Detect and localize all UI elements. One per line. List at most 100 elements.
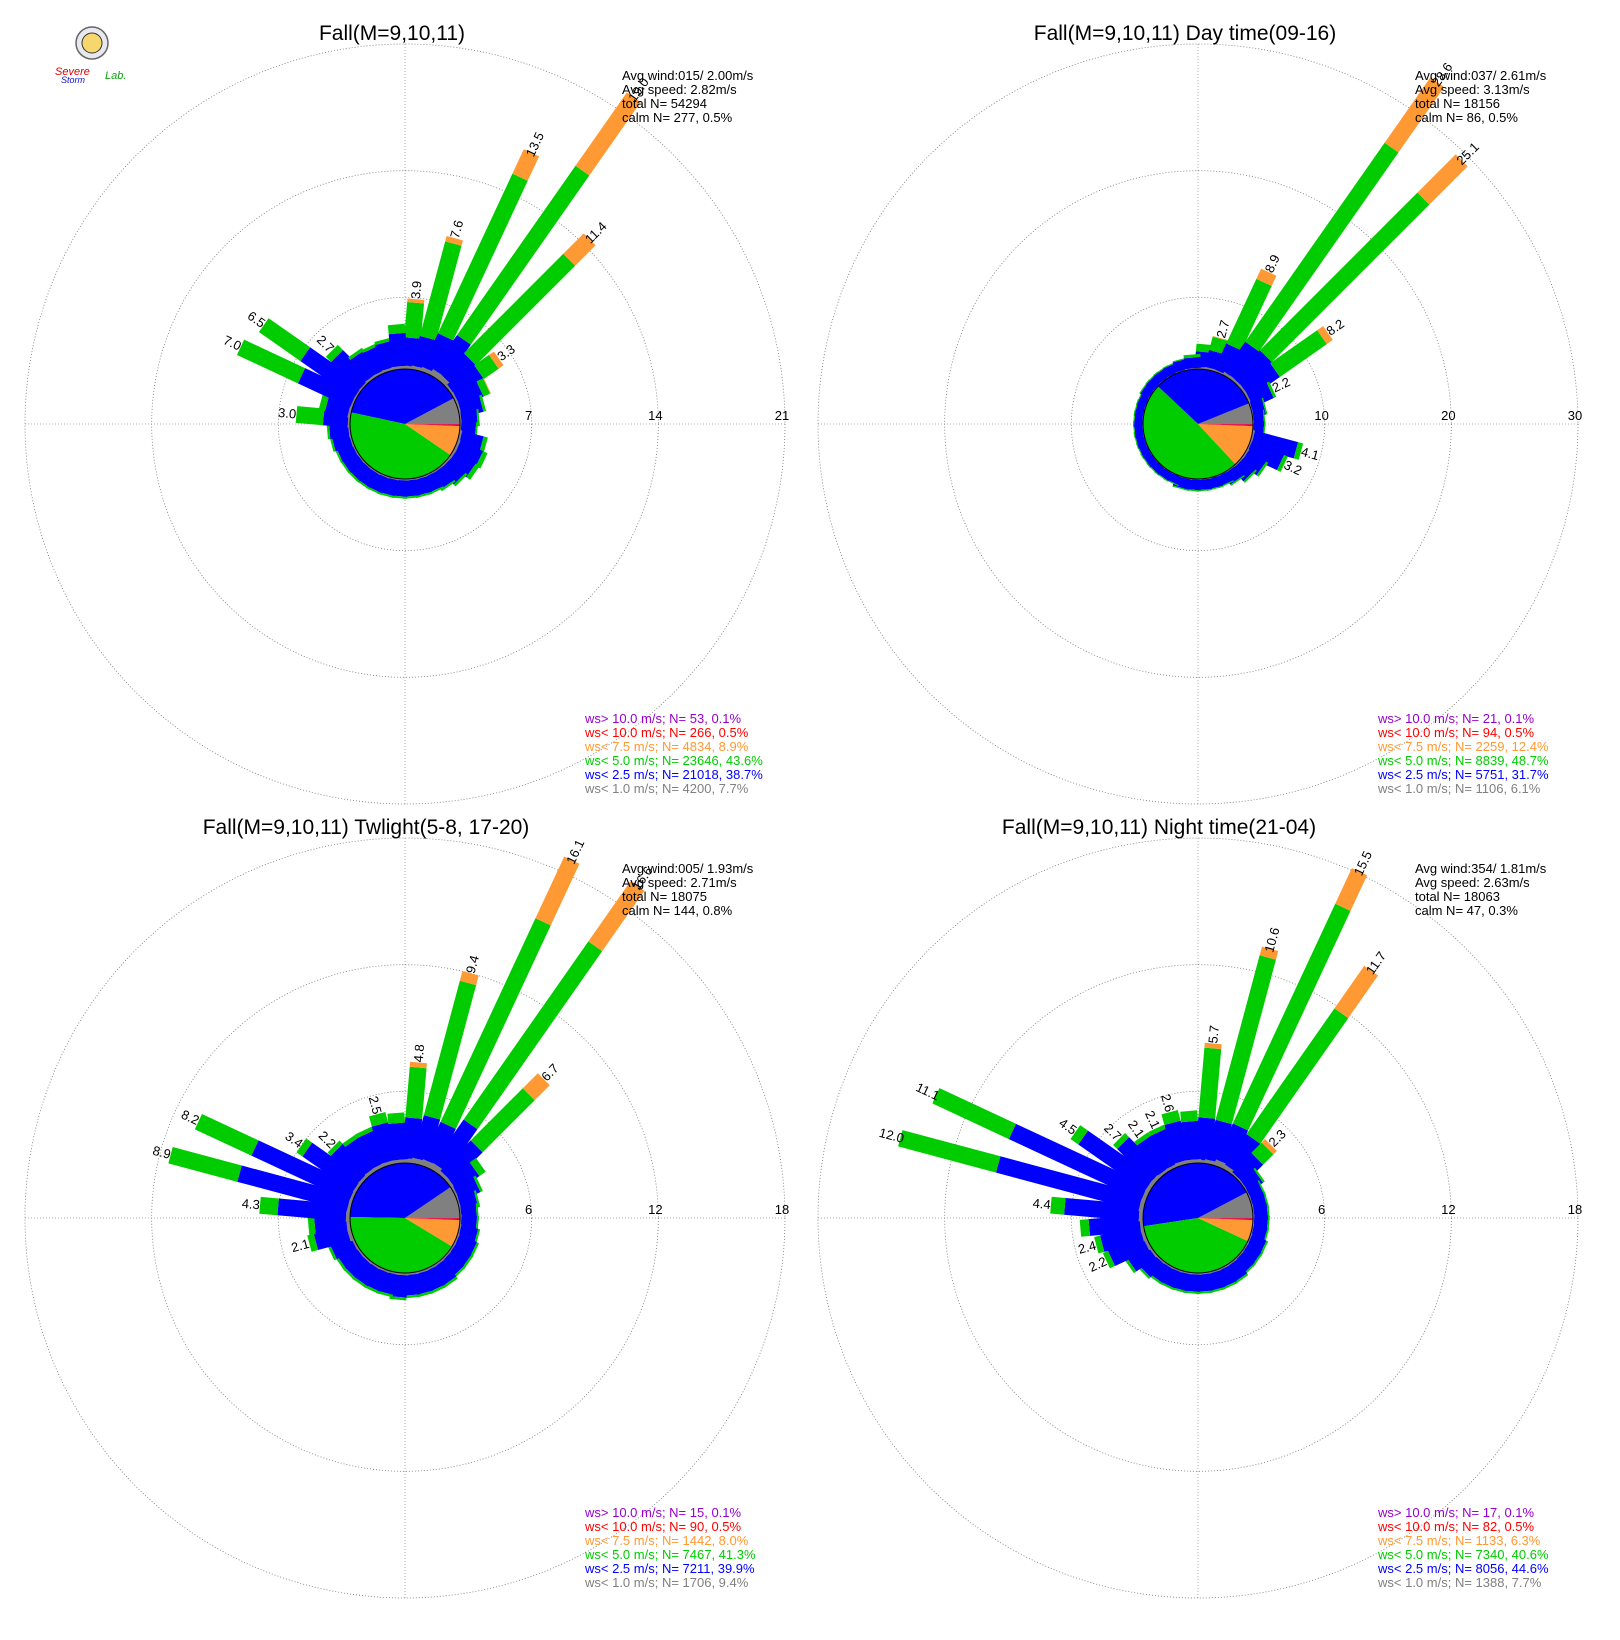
bar-value-label: 2.1 bbox=[1142, 1108, 1163, 1131]
bar-value-label: 8.9 bbox=[151, 1143, 172, 1162]
rose-bar-segment bbox=[349, 350, 379, 382]
rose-bar-segment bbox=[1215, 955, 1276, 1125]
rose-bar-segment bbox=[342, 1266, 357, 1281]
speed-pie bbox=[1142, 1162, 1254, 1274]
rose-bar-segment bbox=[1259, 192, 1430, 363]
rose-bar-segment bbox=[1232, 903, 1351, 1131]
rose-bar-segment bbox=[1251, 1142, 1274, 1165]
pie-slice bbox=[405, 398, 460, 424]
ring bbox=[817, 43, 1579, 805]
rose-bar-segment bbox=[1196, 1290, 1213, 1295]
rose-bar: 12.0 bbox=[877, 1125, 1148, 1213]
rose-bar-segment bbox=[403, 1294, 421, 1299]
rose-bar-segment bbox=[374, 337, 392, 346]
rose-bar-segment bbox=[415, 491, 433, 499]
stat-line: calm N= 277, 0.5% bbox=[622, 110, 733, 125]
bar-value-label: 8.9 bbox=[1262, 252, 1283, 275]
pie-slice bbox=[405, 424, 460, 427]
speed-pie bbox=[349, 368, 461, 480]
rose-bar-segment bbox=[1276, 454, 1288, 472]
rose-bar-segment bbox=[1150, 1128, 1182, 1170]
bar-value-label: 4.4 bbox=[1032, 1196, 1051, 1213]
rose-bar-segment bbox=[1180, 1110, 1198, 1123]
rose-bar-segment bbox=[334, 1255, 347, 1271]
rose-bar-segment bbox=[996, 1156, 1143, 1211]
rose-bar-segment bbox=[1205, 1119, 1232, 1164]
wind-rose-panel: 7 14 213.97.613.519.011.43.33.07.06.52.7Fa… bbox=[24, 22, 789, 805]
stat-line: total N= 18063 bbox=[1415, 889, 1500, 904]
pie-slice bbox=[1198, 424, 1253, 427]
rose-bar-segment bbox=[1117, 1137, 1163, 1183]
legend-entry: ws< 2.5 m/s; N= 8056, 44.6% bbox=[1377, 1561, 1549, 1576]
bar-value-label: 7.6 bbox=[447, 219, 466, 240]
rose-bar bbox=[1180, 1110, 1202, 1165]
ring-label: 30 bbox=[1568, 408, 1582, 423]
rose-bar-segment bbox=[1113, 1133, 1130, 1150]
ring bbox=[151, 170, 659, 678]
rose-bar-segment bbox=[1107, 1234, 1149, 1267]
rose-bar-segment bbox=[1266, 381, 1277, 398]
rose-bar-segment bbox=[440, 479, 456, 492]
stat-line: Avg speed: 3.13m/s bbox=[1415, 82, 1530, 97]
rose-bar-segment bbox=[483, 377, 491, 394]
rose-bar-segment bbox=[1245, 142, 1399, 352]
rose-bar-segment bbox=[423, 980, 477, 1120]
rose-bar: 3.2 bbox=[1243, 439, 1304, 478]
legend-entry: ws> 10.0 m/s; N= 21, 0.1% bbox=[1377, 711, 1535, 726]
pie-slice bbox=[1198, 1192, 1253, 1218]
rose-bar-segment bbox=[1181, 1120, 1202, 1161]
rose-bar-segment bbox=[1134, 1132, 1151, 1146]
rose-bar-segment bbox=[388, 332, 409, 367]
pie-slice bbox=[350, 1162, 451, 1218]
rose-bar-segment bbox=[588, 881, 645, 952]
legend-entry: ws< 2.5 m/s; N= 7211, 39.9% bbox=[584, 1561, 755, 1576]
rose-bar-segment bbox=[439, 458, 466, 485]
rose-bar-segment bbox=[1124, 1257, 1137, 1274]
legend-entry: ws> 10.0 m/s; N= 15, 0.1% bbox=[584, 1505, 742, 1520]
rose-bar-segment bbox=[459, 971, 479, 986]
legend-entry: ws< 1.0 m/s; N= 1706, 9.4% bbox=[584, 1575, 749, 1590]
rose-bar-segment bbox=[412, 1115, 441, 1162]
rose-bar-segment bbox=[433, 1119, 478, 1173]
rose-bar-segment bbox=[295, 406, 325, 426]
rose-bar-segment bbox=[361, 343, 378, 354]
ring bbox=[24, 43, 786, 805]
rose-bar-segment bbox=[1078, 1130, 1155, 1191]
rose-bar-segment bbox=[416, 1290, 434, 1298]
pie-slice bbox=[1198, 1218, 1253, 1242]
rose-bar-segment bbox=[1225, 1134, 1261, 1175]
rose-bar: 8.2 bbox=[179, 1107, 360, 1203]
rose-bar-segment bbox=[1079, 1219, 1091, 1237]
rose-bar-segment bbox=[1256, 461, 1269, 477]
rose-bar: 8.2 bbox=[1237, 316, 1347, 400]
rose-bar-segment bbox=[488, 351, 504, 369]
rose-bar-segment bbox=[1384, 77, 1445, 153]
rose-bar-segment bbox=[422, 333, 454, 374]
rose-bar-segment bbox=[1050, 1196, 1066, 1215]
rose-bar-segment bbox=[1161, 1109, 1181, 1125]
rose-bar-segment bbox=[236, 339, 306, 384]
legend-entry: ws< 1.0 m/s; N= 1388, 7.7% bbox=[1377, 1575, 1542, 1590]
stat-line: Avg wind:037/ 2.61m/s bbox=[1415, 68, 1547, 83]
rose-bar-segment bbox=[404, 301, 425, 339]
rose-bar-segment bbox=[1245, 440, 1285, 471]
rose-bar: 4.1 bbox=[1248, 429, 1321, 463]
stat-line: calm N= 144, 0.8% bbox=[622, 903, 733, 918]
rose-bar-segment bbox=[1256, 268, 1277, 286]
rose-bar-segment bbox=[1216, 1123, 1249, 1167]
bar-value-label: 16.1 bbox=[563, 837, 587, 866]
rose-bar-segment bbox=[1126, 1243, 1156, 1272]
rose-bar-segment bbox=[463, 941, 603, 1130]
rose-bar-segment bbox=[469, 1242, 480, 1259]
rose-bar-segment bbox=[1172, 485, 1190, 492]
rose-bar: 2.3 bbox=[1230, 1126, 1289, 1186]
rose-bar-segment bbox=[442, 1276, 458, 1289]
rose-bar-segment bbox=[1261, 1139, 1277, 1155]
rose-bar: 7.6 bbox=[410, 219, 466, 374]
ring-label: 20 bbox=[1441, 408, 1455, 423]
rose-bar-segment bbox=[445, 236, 463, 246]
pie-slice bbox=[350, 1216, 453, 1273]
legend-entry: ws< 10.0 m/s; N= 94, 0.5% bbox=[1377, 725, 1535, 740]
rose-bar-segment bbox=[453, 440, 484, 467]
